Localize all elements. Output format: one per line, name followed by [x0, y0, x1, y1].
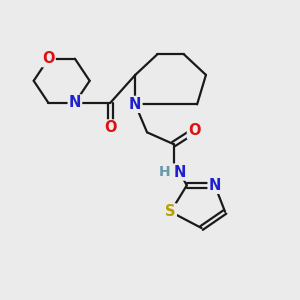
Text: S: S: [165, 204, 176, 219]
Text: O: O: [104, 120, 116, 135]
Text: N: N: [69, 95, 81, 110]
Text: O: O: [42, 51, 55, 66]
Text: N: N: [129, 97, 142, 112]
Text: N: N: [173, 165, 186, 180]
Text: H: H: [159, 165, 170, 179]
Text: N: N: [208, 178, 221, 193]
Text: O: O: [188, 123, 200, 138]
